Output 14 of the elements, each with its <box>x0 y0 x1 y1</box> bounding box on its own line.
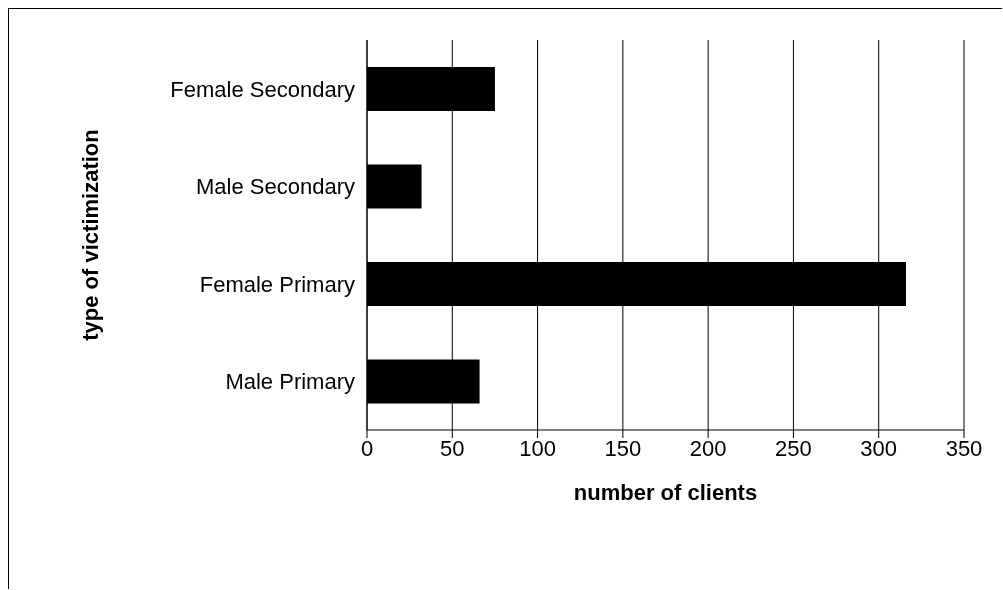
x-tick-label: 250 <box>775 435 812 461</box>
x-tick-label: 50 <box>440 435 465 461</box>
y-tick-label: Male Primary <box>225 369 355 395</box>
y-tick-label: Female Primary <box>199 271 355 297</box>
y-tick-label: Male Secondary <box>196 174 355 200</box>
x-tick-label: 150 <box>604 435 642 461</box>
x-tick-label: 200 <box>689 435 727 461</box>
x-tick-label: 0 <box>360 435 374 461</box>
x-tick-label: 100 <box>519 435 556 461</box>
y-axis-title: type of victimization <box>77 129 103 341</box>
x-tick-label: 300 <box>860 435 898 461</box>
x-axis-title: number of clients <box>573 480 758 505</box>
x-tick-label: 350 <box>945 435 983 461</box>
y-tick-label: Female Secondary <box>170 76 355 102</box>
